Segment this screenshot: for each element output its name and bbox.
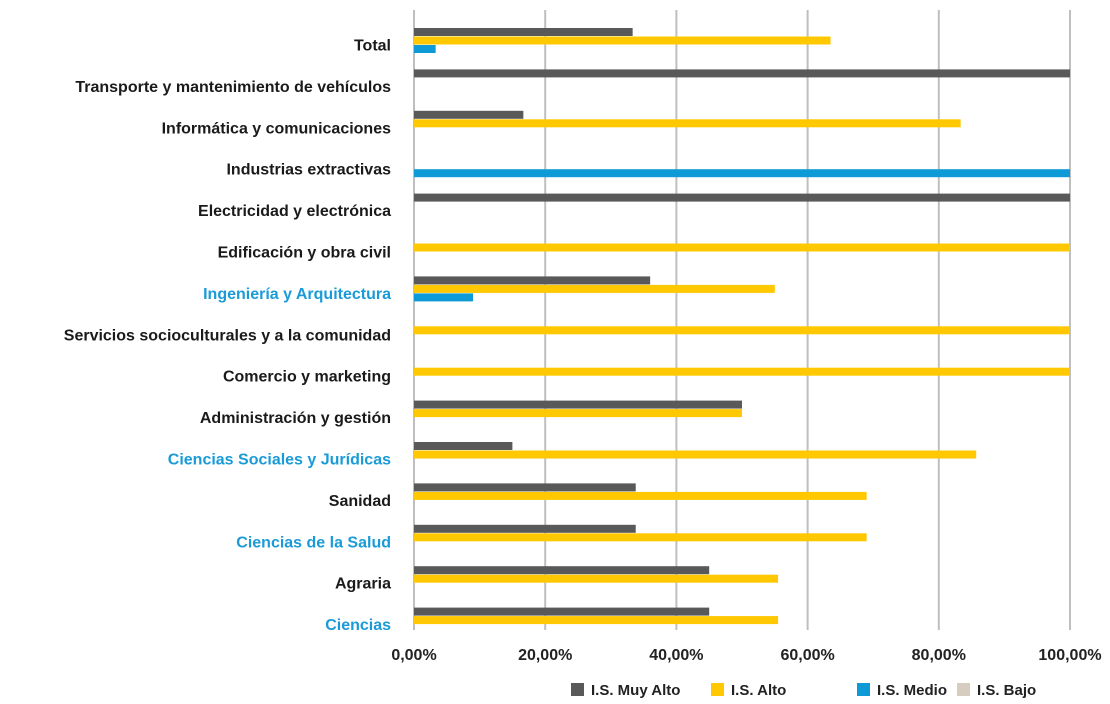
bar	[414, 28, 633, 36]
bar	[414, 450, 977, 459]
bar	[414, 36, 831, 45]
category-label: Electricidad y electrónica	[198, 203, 391, 220]
bar	[414, 276, 651, 285]
category-labels: Total Transporte y mantenimiento de vehíc…	[64, 38, 391, 635]
category-label: Ciencias de la Salud	[236, 534, 391, 551]
bar	[414, 326, 1070, 335]
category-label: Total	[354, 38, 391, 55]
category-label: Agraria	[335, 576, 391, 593]
x-tick-label: 60,00%	[780, 647, 834, 664]
category-label: Industrias extractivas	[226, 162, 391, 179]
category-label: Informática y comunicaciones	[162, 120, 392, 137]
bar	[414, 607, 710, 616]
bar	[414, 491, 867, 500]
category-label: Servicios socioculturales y a la comunid…	[64, 327, 391, 344]
legend-label: I.S. Bajo	[977, 682, 1036, 699]
x-tick-labels: 0,00% 20,00% 40,00% 60,00% 80,00% 100,00%	[391, 647, 1101, 664]
category-label: Edificación y obra civil	[218, 245, 391, 262]
bar	[414, 367, 1070, 376]
x-tick-label: 40,00%	[649, 647, 703, 664]
bar	[414, 533, 867, 542]
bar	[414, 45, 436, 53]
bar	[414, 119, 961, 128]
legend-swatch	[711, 683, 724, 696]
category-label: Comercio y marketing	[223, 369, 391, 386]
legend-label: I.S. Alto	[731, 682, 786, 699]
category-label: Ciencias	[325, 617, 391, 634]
bar	[414, 110, 524, 119]
bar	[414, 409, 742, 418]
category-label: Sanidad	[329, 493, 391, 510]
bar	[414, 524, 636, 533]
bar	[414, 574, 779, 583]
legend-swatch	[571, 683, 584, 696]
bar	[414, 616, 779, 625]
bar	[414, 284, 775, 293]
x-tick-label: 0,00%	[391, 647, 436, 664]
bar	[414, 566, 710, 575]
legend-swatch	[957, 683, 970, 696]
category-label: Transporte y mantenimiento de vehículos	[75, 79, 391, 96]
legend: I.S. Muy Alto I.S. Alto I.S. Medio I.S. Baj…	[571, 682, 1036, 699]
bar	[414, 243, 1070, 252]
bar	[414, 442, 513, 450]
legend-label: I.S. Muy Alto	[591, 682, 680, 699]
legend-swatch	[857, 683, 870, 696]
category-label: Ingeniería y Arquitectura	[203, 286, 391, 303]
x-tick-label: 100,00%	[1038, 647, 1101, 664]
bar	[414, 483, 636, 492]
x-tick-label: 80,00%	[912, 647, 966, 664]
category-label: Administración y gestión	[200, 410, 391, 427]
bar	[414, 169, 1070, 178]
bar	[414, 193, 1070, 202]
bar	[414, 293, 474, 302]
bar	[414, 69, 1070, 78]
bars	[414, 28, 1070, 625]
x-tick-label: 20,00%	[518, 647, 572, 664]
bar	[414, 400, 742, 409]
category-label: Ciencias Sociales y Jurídicas	[168, 452, 391, 469]
legend-label: I.S. Medio	[877, 682, 947, 699]
